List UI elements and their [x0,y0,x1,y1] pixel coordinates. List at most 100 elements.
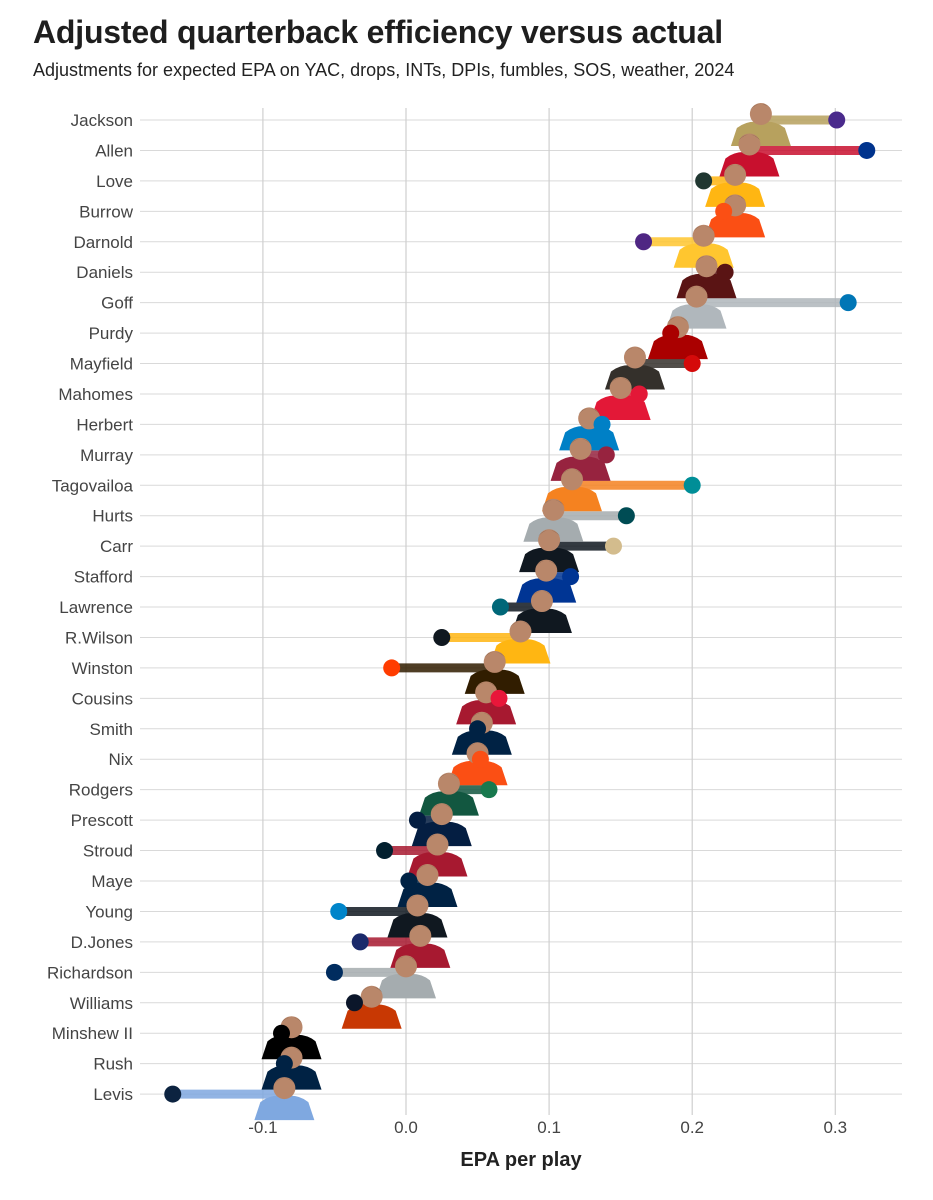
headshot-hair [280,1047,303,1054]
adjusted-epa-dot [471,750,489,768]
player-label: Mayfield [70,355,133,374]
adjusted-epa-dot [433,628,451,646]
headshot-hair [738,134,761,141]
headshot-jersey [451,730,512,755]
headshot-face [542,498,565,521]
headshot-face [623,346,646,369]
headshot-hair [609,377,632,384]
headshot-hair [666,317,689,324]
headshot-jersey [254,1095,315,1121]
adjusted-epa-dot [617,507,635,525]
adjusted-epa-dot [325,963,343,981]
headshot-hair [560,469,583,476]
headshot-hair [535,560,558,567]
player-label: Murray [80,446,133,465]
headshot-face [535,559,558,582]
chart-subtitle: Adjustments for expected EPA on YAC, dro… [33,60,735,80]
headshot-hair [475,682,498,689]
headshot-face [749,103,772,125]
headshot-face [395,955,417,978]
adjusted-epa-dot [490,689,508,707]
headshot-face [430,803,453,826]
headshot-hair [416,865,439,871]
headshot-hair [483,651,506,658]
player-label: Rush [93,1055,133,1074]
headshot-hair [273,1078,296,1085]
headshot-hair [360,986,383,993]
adjusted-epa-dot [383,659,401,677]
adjusted-epa-dot [562,568,580,586]
player-label: Darnold [73,233,133,252]
player-label: Mahomes [58,385,133,404]
headshot-jersey [647,334,708,360]
adjusted-epa-dot [351,933,369,951]
player-label: Burrow [79,202,134,221]
headshot-hair [426,834,449,841]
player-headshot [490,620,551,664]
player-label: Levis [93,1085,133,1104]
player-label: Love [96,172,133,191]
headshot-face [724,163,747,186]
headshot-jersey [519,547,580,573]
adjusted-epa-dot [839,294,857,312]
adjusted-epa-dot [480,781,498,799]
player-label: Rodgers [69,781,133,800]
player-label: Lawrence [59,598,133,617]
adjusted-epa-dot [695,172,713,190]
player-label: R.Wilson [65,628,133,647]
headshot-jersey [516,578,577,603]
headshot-hair [538,530,561,537]
headshot-hair [395,956,417,963]
headshot-hair [749,104,772,110]
headshot-hair [530,591,553,598]
headshot-hair [695,256,718,263]
headshot-hair [692,225,715,232]
headshot-face [609,376,632,399]
player-label: Carr [100,537,133,556]
headshot-face [685,285,708,308]
headshot-jersey [447,760,508,786]
player-label: Allen [95,141,133,160]
player-label: Richardson [47,963,133,982]
headshot-face [738,133,761,156]
headshot-jersey [376,973,436,999]
player-label: Tagovailoa [52,476,134,495]
player-label: Prescott [71,811,134,830]
headshot-face [409,924,432,947]
player-label: Stroud [83,842,133,861]
player-label: Daniels [76,263,133,282]
x-tick-label: 0.1 [537,1118,561,1137]
headshot-face [560,468,583,491]
player-label: Herbert [76,415,133,434]
adjusted-epa-dot [408,811,426,829]
player-label: D.Jones [71,933,133,952]
headshot-jersey [387,913,448,938]
x-tick-label: -0.1 [248,1118,277,1137]
adjusted-epa-dot [828,111,846,129]
headshot-face [426,833,449,856]
headshot-jersey [490,639,551,664]
headshot-jersey [411,821,472,847]
adjusted-epa-dot [683,355,701,373]
player-headshot [516,559,577,603]
adjusted-epa-dot [662,324,680,342]
headshot-face [695,255,718,278]
player-label: Smith [90,720,133,739]
headshot-hair [509,621,532,628]
player-headshot [254,1077,315,1121]
player-label: Nix [108,750,133,769]
adjusted-epa-dot [630,385,648,403]
player-headshot [387,894,448,938]
headshot-face [437,772,460,795]
headshot-hair [466,743,489,750]
headshot-hair [430,804,453,811]
headshot-hair [542,499,565,506]
headshot-hair [406,895,429,902]
chart-title: Adjusted quarterback efficiency versus a… [33,14,723,50]
x-axis-title: EPA per play [460,1149,582,1171]
player-label: Cousins [72,689,133,708]
adjusted-epa-dot [164,1085,182,1103]
headshot-hair [685,286,708,293]
adjusted-epa-dot [604,537,622,555]
player-label: Maye [91,872,133,891]
